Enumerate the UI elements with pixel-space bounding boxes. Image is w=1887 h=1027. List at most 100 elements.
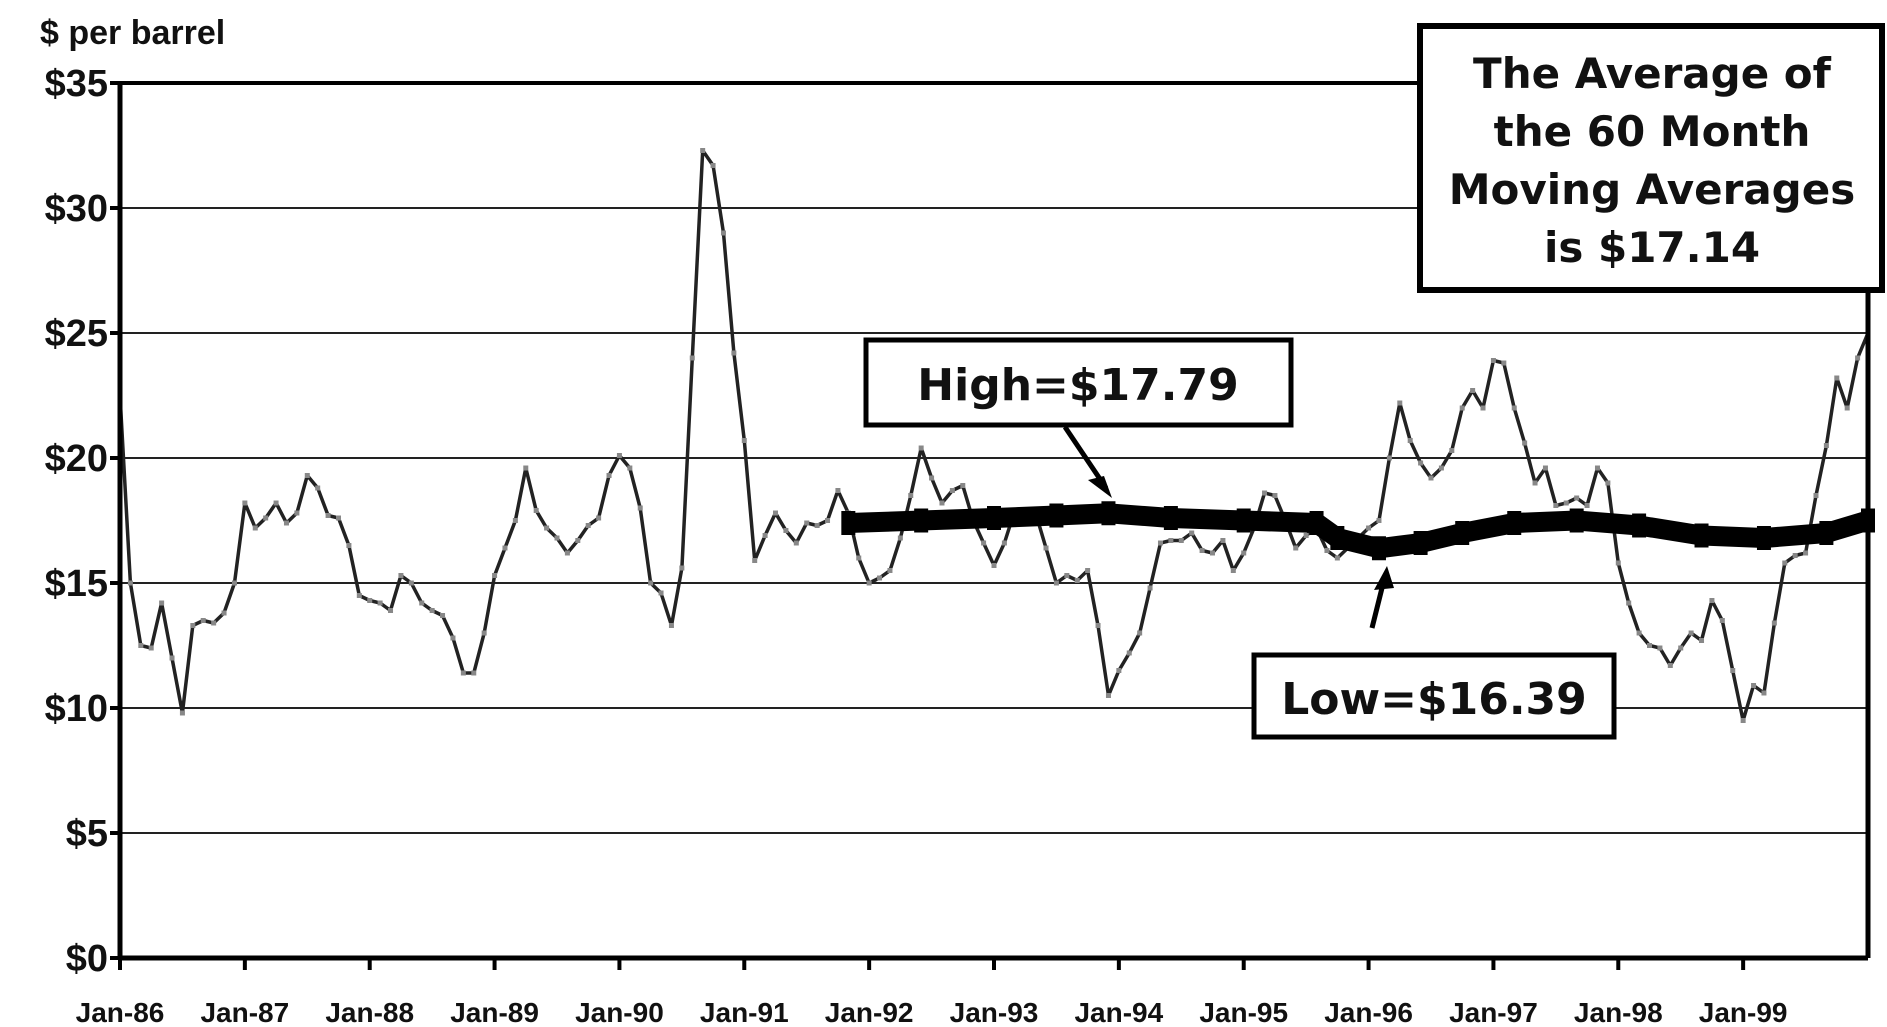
monthly-price-point bbox=[1168, 538, 1174, 543]
x-tick-label: Jan-90 bbox=[575, 997, 664, 1027]
monthly-price-point bbox=[731, 350, 737, 356]
monthly-price-point bbox=[575, 538, 581, 543]
monthly-price-point bbox=[377, 600, 383, 606]
monthly-price-point bbox=[388, 608, 394, 613]
monthly-price-point bbox=[1636, 630, 1642, 636]
high-box bbox=[863, 337, 1294, 428]
monthly-price-point bbox=[585, 523, 591, 528]
monthly-price-point bbox=[627, 465, 633, 471]
monthly-price-point bbox=[429, 608, 435, 613]
monthly-price-point bbox=[1366, 525, 1372, 531]
moving-average-point bbox=[914, 508, 929, 533]
monthly-price-point bbox=[929, 475, 935, 481]
monthly-price-point bbox=[752, 558, 758, 563]
monthly-price-point bbox=[1834, 375, 1840, 381]
y-tick-label: $25 bbox=[45, 313, 108, 355]
monthly-price-point bbox=[991, 563, 997, 568]
monthly-price-point bbox=[1584, 503, 1590, 508]
monthly-price-point bbox=[1438, 465, 1444, 471]
monthly-price-point bbox=[450, 635, 456, 641]
monthly-price-point bbox=[1053, 580, 1059, 586]
monthly-price-point bbox=[408, 580, 414, 586]
monthly-price-point bbox=[1220, 538, 1226, 543]
monthly-price-point bbox=[1657, 645, 1663, 651]
y-tick-label: $30 bbox=[45, 188, 108, 230]
monthly-price-point bbox=[1241, 550, 1247, 556]
x-tick-label: Jan-91 bbox=[700, 997, 789, 1027]
moving-average-point bbox=[1163, 506, 1178, 530]
average-note: The Average of the 60 Month Moving Avera… bbox=[1417, 23, 1885, 293]
monthly-price-point bbox=[960, 483, 966, 488]
x-tick-label: Jan-97 bbox=[1449, 997, 1538, 1027]
x-tick-label: Jan-87 bbox=[200, 997, 289, 1027]
monthly-price-point bbox=[1771, 620, 1777, 626]
monthly-price-point bbox=[648, 580, 654, 586]
low-annotation: Low=$16.39 bbox=[1251, 566, 1617, 740]
monthly-price-point bbox=[1376, 518, 1382, 523]
monthly-price-point bbox=[211, 620, 217, 626]
monthly-price-point bbox=[835, 488, 841, 493]
monthly-price-point bbox=[1563, 500, 1569, 506]
monthly-price-point bbox=[1126, 650, 1132, 656]
monthly-price-point bbox=[1397, 400, 1403, 406]
y-tick-label: $20 bbox=[45, 438, 108, 480]
moving-average-point bbox=[1049, 503, 1064, 528]
monthly-price-point bbox=[1761, 690, 1767, 696]
monthly-price-point bbox=[949, 488, 955, 493]
monthly-price-point bbox=[658, 590, 664, 596]
monthly-price-point bbox=[804, 520, 810, 526]
monthly-price-point bbox=[1678, 645, 1684, 651]
monthly-price-point bbox=[325, 513, 331, 518]
monthly-price-point bbox=[897, 535, 903, 541]
monthly-price-point bbox=[440, 613, 446, 618]
monthly-price-point bbox=[502, 545, 508, 551]
monthly-price-point bbox=[918, 445, 924, 451]
monthly-price-point bbox=[887, 568, 893, 573]
monthly-price-point bbox=[1210, 550, 1215, 556]
monthly-price-point bbox=[200, 618, 206, 623]
monthly-price-point bbox=[544, 525, 550, 531]
monthly-price-point bbox=[1324, 548, 1330, 553]
monthly-price-point bbox=[637, 505, 643, 511]
monthly-price-point bbox=[1615, 560, 1621, 566]
monthly-price-point bbox=[1751, 683, 1757, 688]
monthly-price-point bbox=[159, 600, 165, 606]
monthly-price-point bbox=[1178, 538, 1184, 543]
monthly-price-point bbox=[1043, 545, 1049, 551]
monthly-price-point bbox=[1501, 360, 1507, 366]
monthly-price-point bbox=[419, 600, 425, 606]
monthly-price-point bbox=[242, 500, 248, 506]
monthly-price-point bbox=[908, 493, 914, 498]
monthly-price-point bbox=[1730, 668, 1736, 673]
monthly-price-point bbox=[492, 573, 498, 578]
x-tick-label: Jan-94 bbox=[1074, 997, 1163, 1027]
monthly-price-point bbox=[762, 533, 768, 538]
moving-average-point bbox=[841, 511, 856, 535]
monthly-price-point bbox=[1813, 493, 1819, 498]
monthly-price-point bbox=[1553, 503, 1559, 508]
x-tick-label: Jan-95 bbox=[1199, 997, 1288, 1027]
monthly-price-point bbox=[231, 580, 237, 586]
monthly-price-point bbox=[825, 518, 831, 523]
monthly-price-point bbox=[460, 670, 466, 676]
monthly-price-point bbox=[1293, 545, 1299, 551]
series-monthly-price bbox=[117, 148, 1871, 723]
monthly-price-point bbox=[471, 670, 477, 676]
monthly-price-point bbox=[1511, 405, 1517, 411]
monthly-price-point bbox=[1490, 358, 1496, 363]
monthly-price-point bbox=[336, 515, 341, 521]
monthly-price-point bbox=[148, 645, 154, 651]
moving-average-point bbox=[987, 506, 1001, 530]
monthly-price-point bbox=[741, 438, 747, 443]
x-tick-label: Jan-98 bbox=[1574, 997, 1663, 1027]
monthly-price-point bbox=[866, 580, 872, 586]
monthly-price-point bbox=[1709, 598, 1715, 603]
monthly-price-point bbox=[1740, 718, 1746, 723]
moving-average-point bbox=[1236, 508, 1251, 533]
monthly-price-point bbox=[793, 540, 799, 546]
monthly-price-point bbox=[773, 510, 778, 516]
high-arrowhead bbox=[1088, 476, 1112, 498]
monthly-price-point bbox=[1272, 493, 1278, 498]
x-tick-label: Jan-86 bbox=[76, 997, 165, 1027]
